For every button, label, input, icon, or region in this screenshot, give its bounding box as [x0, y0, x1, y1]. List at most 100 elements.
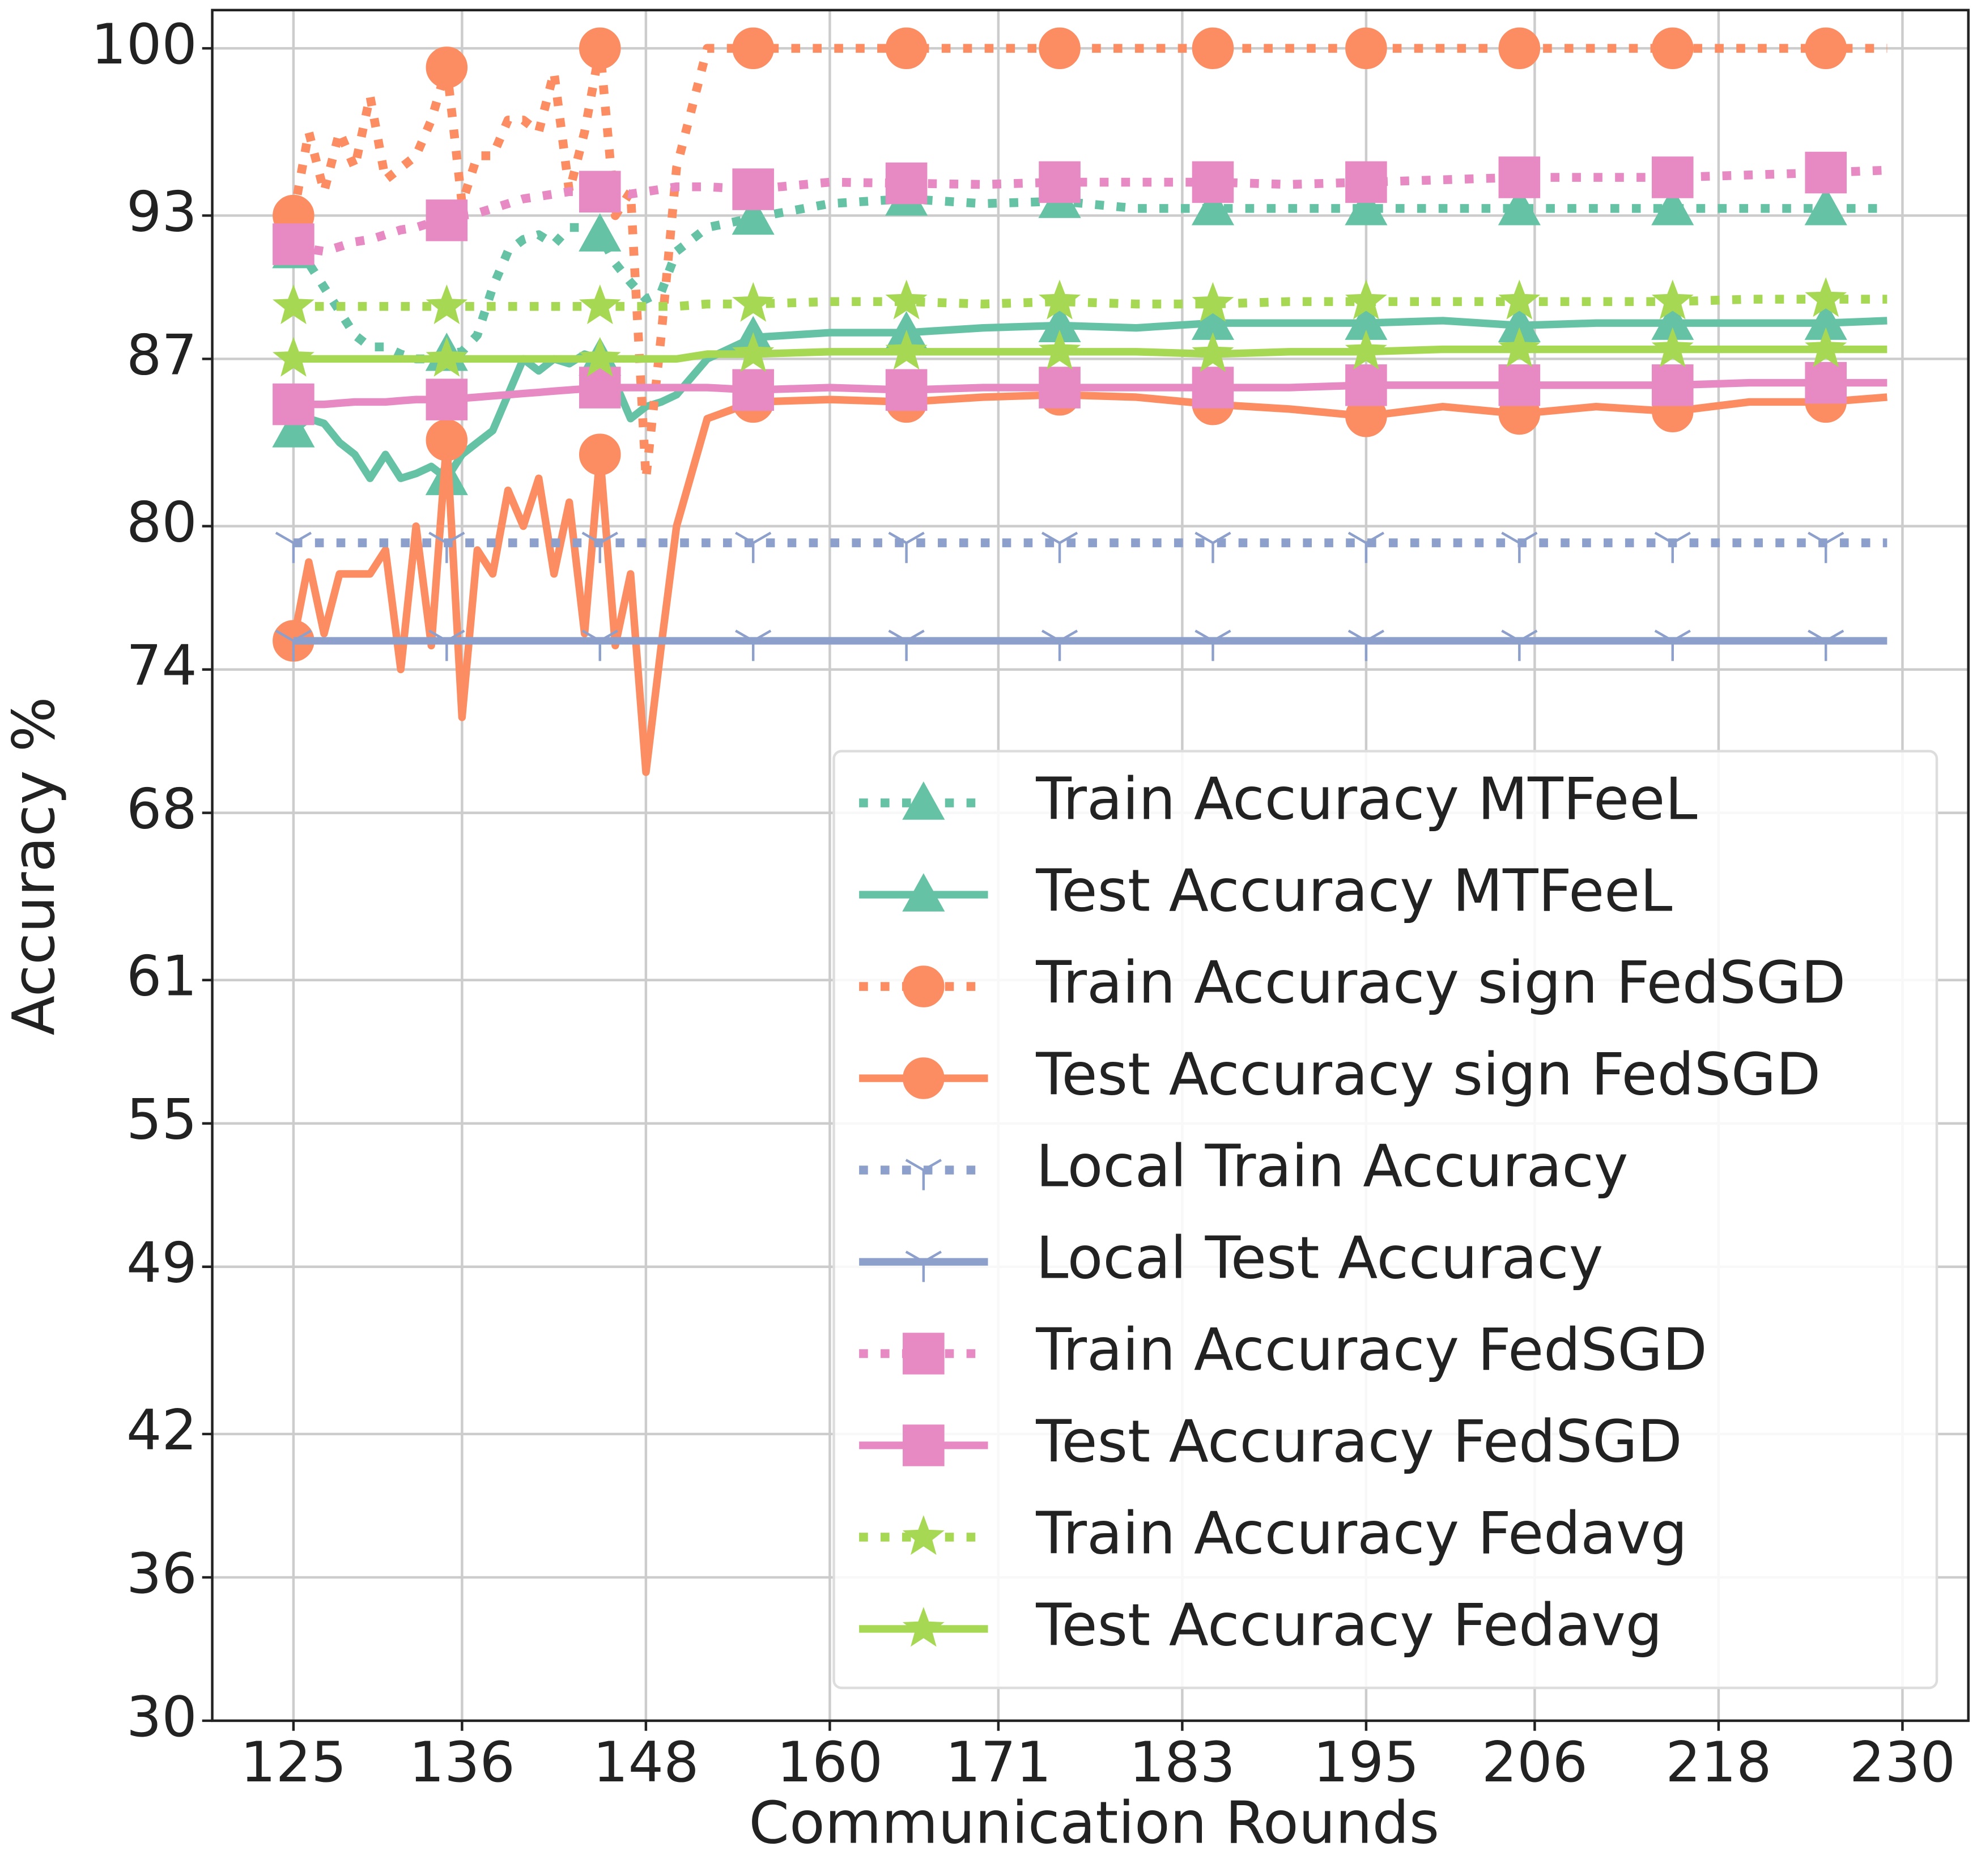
marker: [1498, 327, 1541, 368]
marker: [1191, 186, 1235, 226]
marker: [1345, 364, 1387, 406]
marker: [273, 284, 314, 325]
marker: [1345, 161, 1387, 203]
marker: [579, 367, 621, 409]
marker: [903, 1057, 945, 1099]
y-tick-label: 55: [126, 1088, 197, 1152]
marker: [902, 1515, 945, 1555]
marker: [885, 27, 928, 70]
marker: [581, 629, 618, 661]
marker: [905, 1250, 942, 1282]
marker: [1651, 27, 1694, 70]
marker: [579, 27, 621, 70]
marker: [735, 629, 772, 661]
y-tick-label: 36: [126, 1542, 197, 1606]
marker: [1805, 27, 1847, 70]
legend-label: Local Train Accuracy: [1036, 1133, 1628, 1200]
x-tick-label: 171: [945, 1730, 1051, 1795]
legend-box: [832, 750, 1939, 1690]
marker: [732, 332, 775, 372]
marker: [273, 337, 314, 377]
marker: [426, 284, 468, 325]
legend-label: Train Accuracy FedSGD: [1035, 1316, 1707, 1384]
marker: [885, 329, 928, 370]
y-axis-label: Accuracy %: [1, 697, 68, 1036]
plot-area: [272, 27, 1888, 776]
x-tick-label: 125: [240, 1730, 346, 1795]
marker: [1192, 161, 1234, 203]
legend-label: Test Accuracy FedSGD: [1035, 1408, 1682, 1475]
x-axis-label: Communication Rounds: [749, 1789, 1439, 1857]
marker: [272, 409, 315, 448]
marker: [903, 1333, 945, 1375]
marker: [902, 1607, 945, 1647]
marker: [579, 284, 621, 325]
y-tick-label: 100: [91, 12, 197, 77]
marker: [1194, 629, 1231, 661]
marker: [1651, 186, 1694, 226]
marker: [426, 46, 468, 88]
y-tick-label: 42: [126, 1398, 197, 1463]
marker: [1805, 361, 1847, 404]
legend: Train Accuracy MTFeeL Test Accuracy MTFee…: [832, 750, 1939, 1690]
series-line: [292, 165, 1888, 256]
marker: [732, 27, 774, 70]
marker: [1805, 151, 1847, 194]
legend-label: Test Accuracy MTFeeL: [1035, 857, 1672, 925]
series-line: [291, 194, 1888, 364]
marker: [275, 531, 312, 563]
marker: [1345, 27, 1387, 70]
marker: [428, 531, 465, 563]
marker: [1651, 364, 1694, 406]
marker: [732, 168, 774, 210]
marker: [735, 531, 772, 563]
x-tick-label: 183: [1129, 1730, 1235, 1795]
legend-label: Test Accuracy Fedavg: [1035, 1592, 1663, 1659]
legend-label: Train Accuracy MTFeeL: [1035, 765, 1697, 833]
series-line: [293, 345, 1888, 363]
marker: [885, 369, 928, 411]
marker: [1498, 156, 1541, 198]
marker: [1651, 279, 1694, 320]
marker: [1041, 531, 1078, 563]
marker: [1347, 531, 1385, 563]
marker: [1194, 531, 1231, 563]
marker: [1041, 629, 1078, 661]
marker: [903, 965, 945, 1007]
x-tick-label: 230: [1850, 1730, 1956, 1795]
y-tick-label: 49: [126, 1231, 197, 1296]
marker: [888, 629, 925, 661]
legend-label: Local Test Accuracy: [1036, 1224, 1603, 1292]
marker: [1192, 27, 1234, 70]
y-tick-label: 30: [126, 1685, 197, 1750]
x-tick-label: 148: [593, 1730, 699, 1795]
marker: [275, 629, 312, 661]
y-tick-label: 87: [126, 323, 197, 388]
y-tick-label: 61: [126, 945, 197, 1009]
plot-frame: [211, 8, 1970, 1722]
y-tick-label: 68: [126, 777, 197, 841]
marker: [732, 196, 775, 235]
marker: [426, 199, 468, 241]
legend-label: Test Accuracy sign FedSGD: [1035, 1041, 1821, 1108]
marker: [902, 781, 945, 820]
marker: [1498, 364, 1541, 406]
marker: [426, 378, 468, 420]
x-tick-label: 206: [1482, 1730, 1588, 1795]
marker: [1347, 629, 1385, 661]
marker: [1498, 27, 1541, 70]
marker: [1192, 367, 1234, 409]
marker: [1501, 629, 1538, 661]
marker: [1805, 277, 1847, 317]
marker: [426, 419, 468, 461]
marker: [1651, 327, 1694, 368]
marker: [428, 629, 465, 661]
marker: [579, 433, 621, 475]
marker: [273, 223, 314, 265]
marker: [905, 1159, 942, 1190]
marker: [903, 1424, 945, 1466]
y-tick-label: 74: [126, 633, 197, 698]
series-line: [293, 295, 1888, 311]
